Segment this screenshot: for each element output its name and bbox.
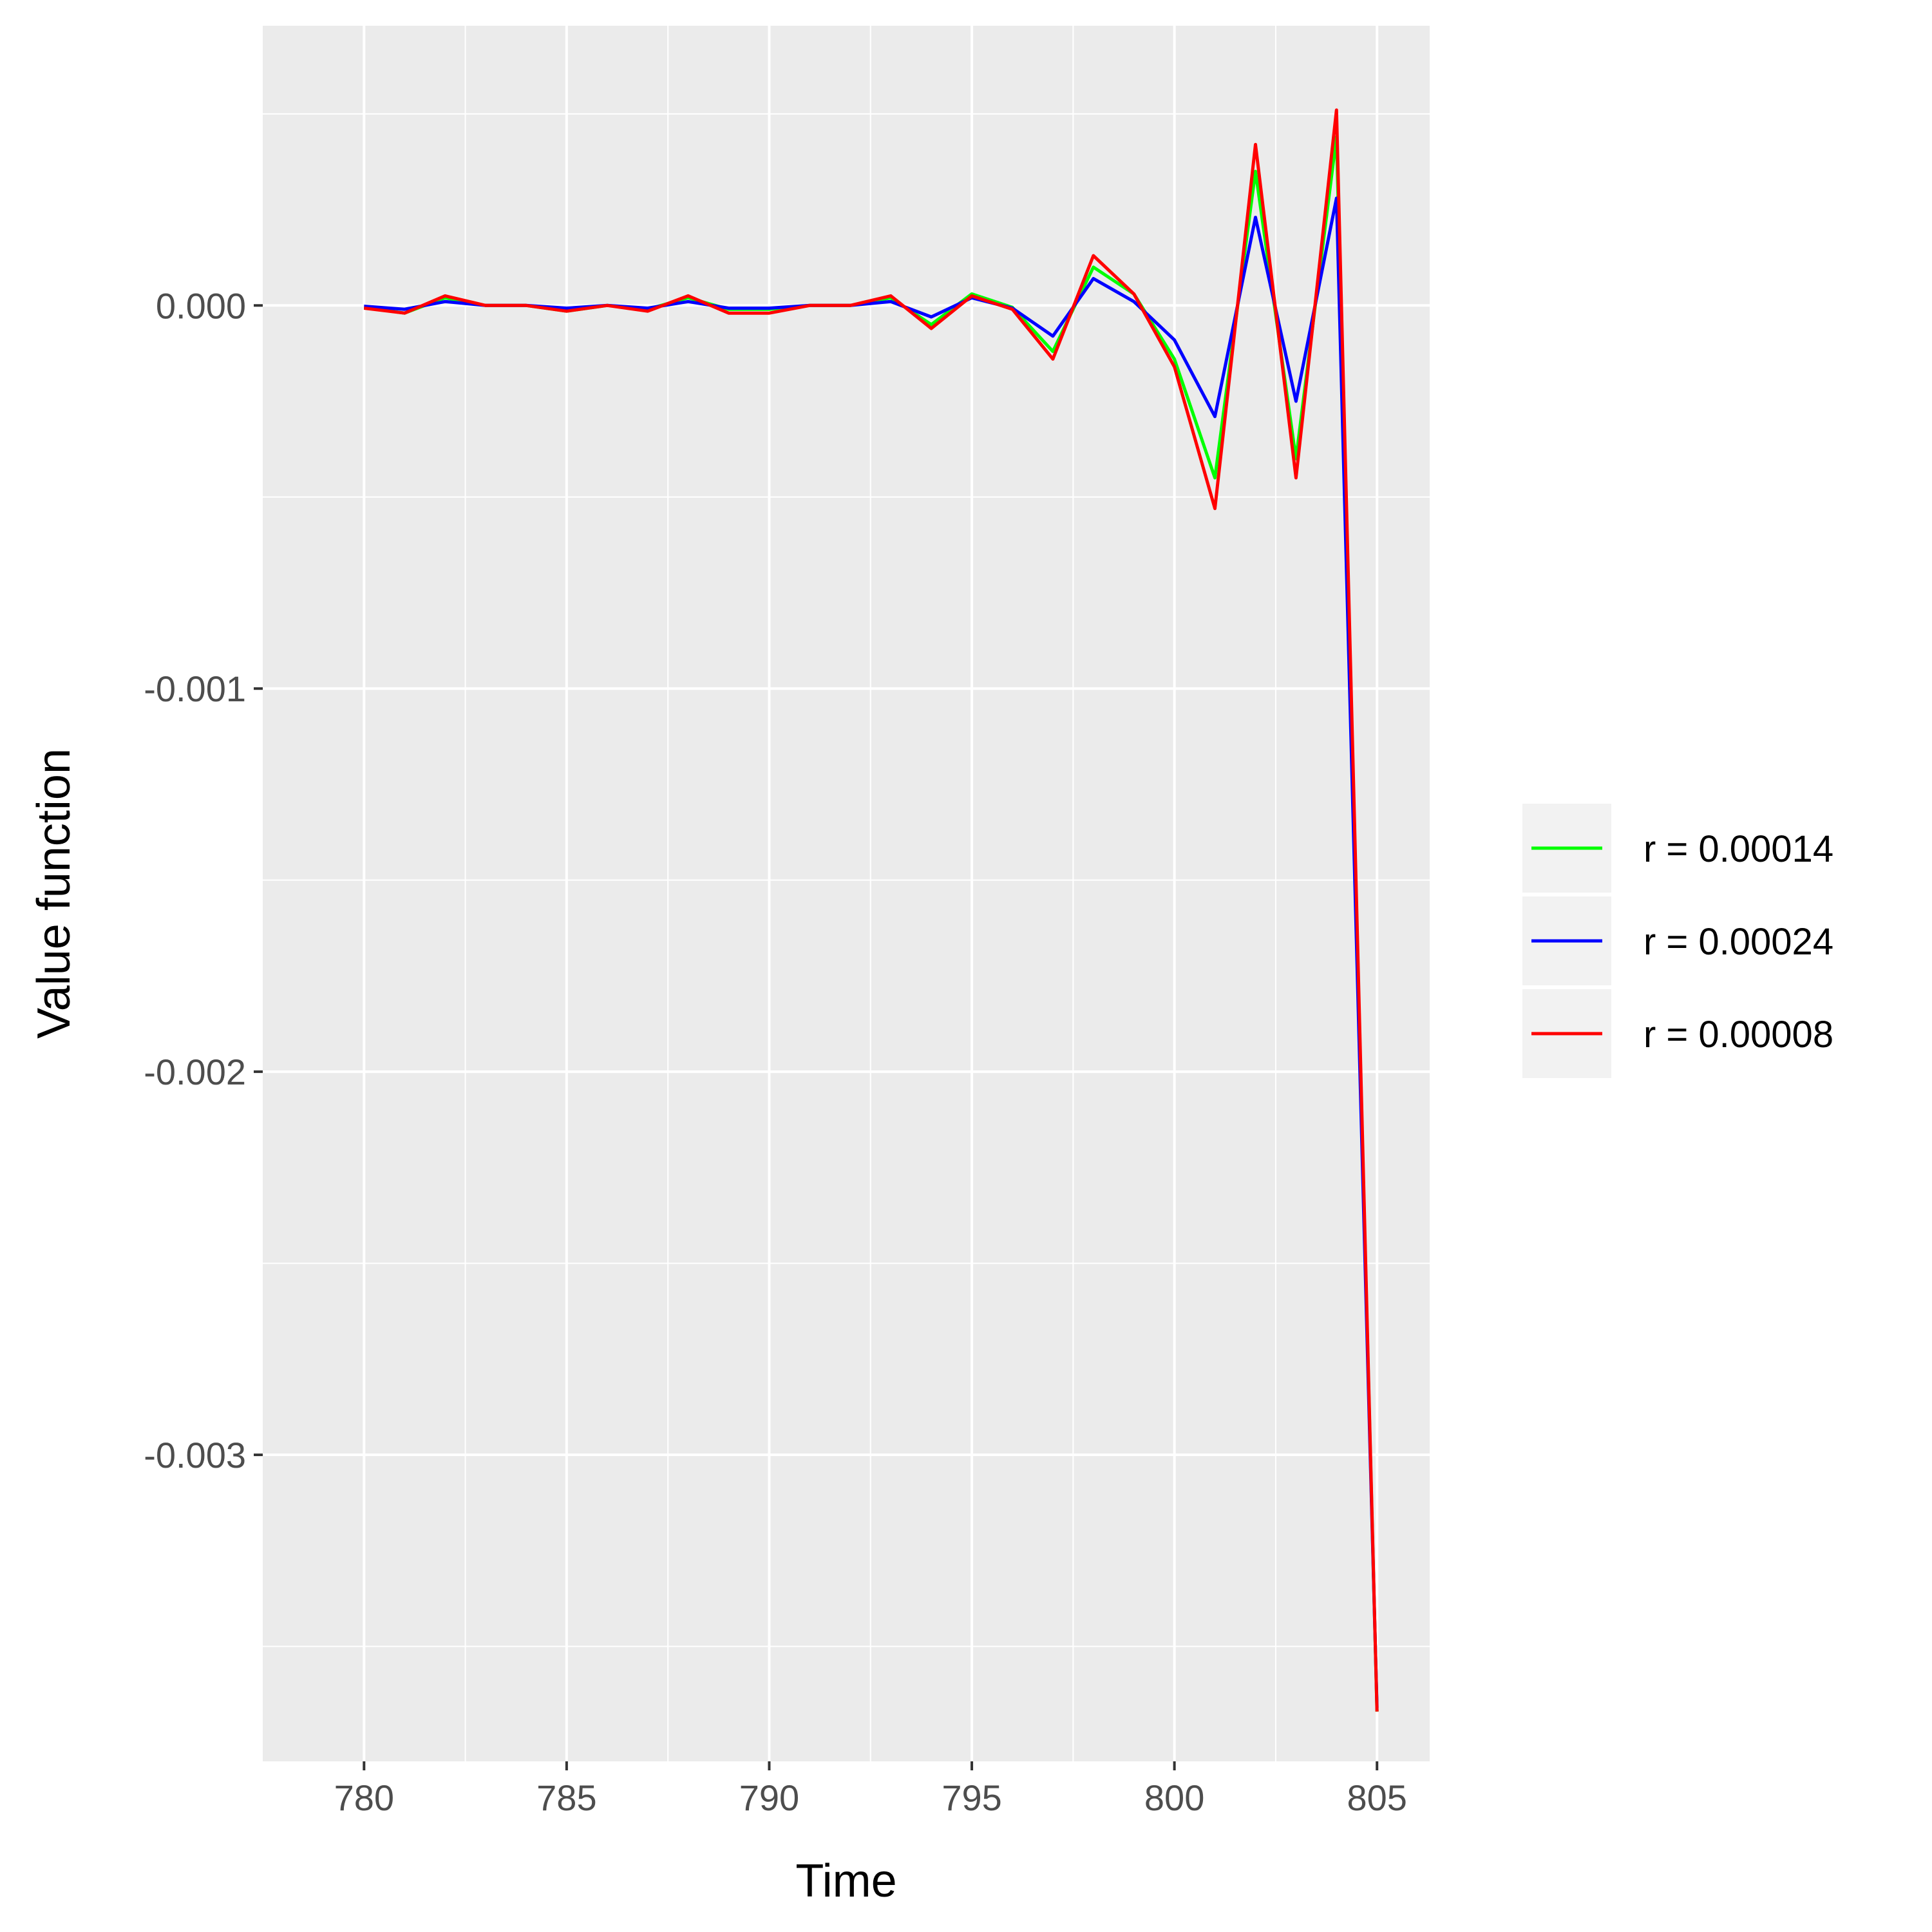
y-tick-label: -0.003 — [144, 1435, 246, 1475]
x-tick-label: 795 — [942, 1777, 1001, 1818]
x-tick-label: 790 — [739, 1777, 799, 1818]
series-line-3 — [363, 108, 1379, 1712]
y-axis: 0.000 -0.001 -0.002 -0.003 — [144, 285, 263, 1475]
legend-label-3: r = 0.00008 — [1643, 1014, 1833, 1056]
legend-label-1: r = 0.00014 — [1643, 828, 1833, 870]
y-axis-title: Value function — [28, 748, 80, 1039]
legend-label-2: r = 0.00024 — [1643, 921, 1833, 963]
legend: r = 0.00014 r = 0.00024 r = 0.00008 — [1522, 804, 1833, 1078]
plot-panel — [263, 26, 1430, 1761]
x-axis-title: Time — [795, 1855, 896, 1907]
y-tick-label: 0.000 — [156, 285, 246, 326]
x-axis: 780 785 790 795 800 805 — [334, 1761, 1407, 1818]
x-tick-label: 785 — [536, 1777, 596, 1818]
series-lines — [363, 108, 1379, 1712]
x-tick-label: 780 — [334, 1777, 394, 1818]
x-tick-label: 800 — [1144, 1777, 1204, 1818]
y-tick-label: -0.001 — [144, 668, 246, 709]
x-tick-label: 805 — [1347, 1777, 1406, 1818]
y-tick-label: -0.002 — [144, 1052, 246, 1092]
